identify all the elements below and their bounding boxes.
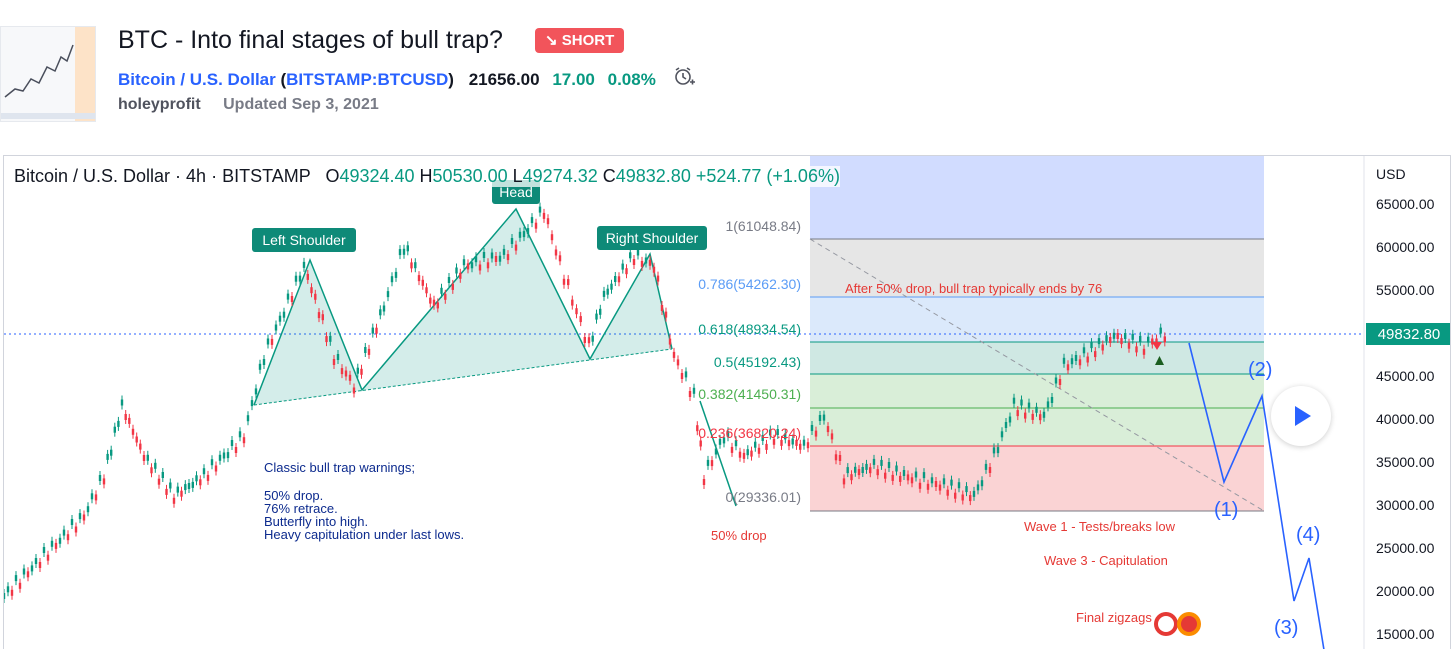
price-axis[interactable]: 65000.0060000.0055000.0050000.0045000.00… <box>1376 196 1435 642</box>
updated-date: Updated Sep 3, 2021 <box>223 96 379 113</box>
short-arrow-icon: ↘ <box>545 32 558 49</box>
current-price: 21656.00 <box>468 70 540 89</box>
svg-text:Left Shoulder: Left Shoulder <box>262 232 346 248</box>
neckline <box>253 348 673 406</box>
price-tick-label: 60000.00 <box>1376 239 1435 255</box>
wave-label-2: (2) <box>1248 359 1272 381</box>
price-tick-label: 15000.00 <box>1376 626 1435 642</box>
fib-label-0: 0(29336.01) <box>725 489 801 505</box>
legend-low: 49274.32 <box>522 166 598 186</box>
idea-thumbnail[interactable] <box>0 26 96 122</box>
short-badge[interactable]: ↘ SHORT <box>535 28 625 53</box>
wave3-note: Wave 3 - Capitulation <box>1044 553 1168 568</box>
svg-text:Classic bull trap warnings;: Classic bull trap warnings; <box>264 460 415 475</box>
chart-area[interactable]: USD <box>3 155 1451 649</box>
svg-text:76% retrace.: 76% retrace. <box>264 501 338 516</box>
idea-title: BTC - Into final stages of bull trap? <box>118 26 503 54</box>
projection-path <box>1188 342 1325 649</box>
head-shoulders-pattern[interactable] <box>253 207 673 406</box>
symbol-name-link[interactable]: Bitcoin / U.S. Dollar <box>118 70 276 89</box>
chart-canvas[interactable]: USD <box>4 156 1451 649</box>
chart-legend: Bitcoin / U.S. Dollar · 4h · BITSTAMP O4… <box>14 166 840 187</box>
alarm-clock-plus-icon[interactable] <box>673 66 695 93</box>
symbol-line: Bitcoin / U.S. Dollar (BITSTAMP:BTCUSD) … <box>118 66 695 93</box>
svg-text:Butterfly into high.: Butterfly into high. <box>264 514 368 529</box>
price-tick-label: 25000.00 <box>1376 540 1435 556</box>
svg-text:49832.80: 49832.80 <box>1378 326 1441 343</box>
price-change: 17.00 <box>552 70 595 89</box>
fib-label-0382: 0.382(41450.31) <box>698 386 801 402</box>
warnings-note: Classic bull trap warnings; 50% drop. 76… <box>264 460 464 542</box>
legend-change: +524.77 (+1.06%) <box>695 166 840 186</box>
fib-zone-top <box>810 156 1264 239</box>
svg-text:50% drop.: 50% drop. <box>264 488 323 503</box>
pattern-outline <box>253 207 673 406</box>
legend-close: 49832.80 <box>615 166 691 186</box>
short-badge-label: SHORT <box>561 32 615 49</box>
author-link[interactable]: holeyprofit <box>118 96 201 113</box>
buy-marker-icon <box>1155 356 1164 365</box>
legend-open: 49324.40 <box>339 166 415 186</box>
idea-header: BTC - Into final stages of bull trap? ↘ … <box>0 0 1456 150</box>
price-tick-label: 55000.00 <box>1376 282 1435 298</box>
price-candles <box>4 202 1166 603</box>
left-shoulder-label[interactable]: Left Shoulder <box>252 228 356 252</box>
sell-marker-icon <box>1152 342 1162 350</box>
price-change-pct: 0.08% <box>607 70 656 89</box>
wave-label-1: (1) <box>1214 499 1238 521</box>
price-tick-label: 65000.00 <box>1376 196 1435 212</box>
price-tick-label: 20000.00 <box>1376 583 1435 599</box>
fib-trend-line <box>809 238 1265 512</box>
fib-label-0618: 0.618(48934.54) <box>698 321 801 337</box>
play-button[interactable] <box>1271 386 1331 446</box>
fib-label-0786: 0.786(54262.30) <box>698 276 801 292</box>
price-tick-label: 45000.00 <box>1376 368 1435 384</box>
fib-labels: 1(61048.84) 0.786(54262.30) 0.618(48934.… <box>698 218 801 505</box>
fib-label-05: 0.5(45192.43) <box>714 354 801 370</box>
thumbnail-chart-icon <box>1 27 95 121</box>
currency-label: USD <box>1376 166 1406 182</box>
price-tick-label: 40000.00 <box>1376 411 1435 427</box>
bull-trap-note: After 50% drop, bull trap typically ends… <box>845 281 1102 296</box>
play-icon <box>1295 406 1311 426</box>
flag-icons[interactable] <box>1154 612 1201 636</box>
final-zigzags-note: Final zigzags <box>1076 610 1152 625</box>
wave-label-4: (4) <box>1296 524 1320 546</box>
fib-zone-1 <box>810 239 1264 297</box>
price-tick-label: 35000.00 <box>1376 454 1435 470</box>
drop-line <box>699 400 737 507</box>
fib-label-1: 1(61048.84) <box>725 218 801 234</box>
legend-high: 50530.00 <box>432 166 508 186</box>
svg-text:Right Shoulder: Right Shoulder <box>606 230 699 246</box>
price-tick-label: 30000.00 <box>1376 497 1435 513</box>
right-shoulder-label[interactable]: Right Shoulder <box>597 226 707 250</box>
last-price-tag: 49832.80 <box>1366 323 1450 345</box>
fib-zone-0618 <box>810 342 1264 374</box>
pattern-fill <box>254 209 672 405</box>
legend-title: Bitcoin / U.S. Dollar · 4h · BITSTAMP <box>14 166 311 186</box>
exchange-symbol-link[interactable]: BITSTAMP:BTCUSD <box>286 70 449 89</box>
fib-zone-0786 <box>810 297 1264 342</box>
svg-text:Head: Head <box>499 184 532 200</box>
svg-text:Heavy capitulation under last: Heavy capitulation under last lows. <box>264 527 464 542</box>
fib-label-0236: 0.236(36820.24) <box>698 425 801 441</box>
fib-retracement[interactable] <box>809 156 1265 512</box>
wave-label-3: (3) <box>1274 617 1298 639</box>
author-line: holeyprofit Updated Sep 3, 2021 <box>118 96 379 114</box>
wave1-note: Wave 1 - Tests/breaks low <box>1024 519 1176 534</box>
fifty-drop-note: 50% drop <box>711 528 767 543</box>
